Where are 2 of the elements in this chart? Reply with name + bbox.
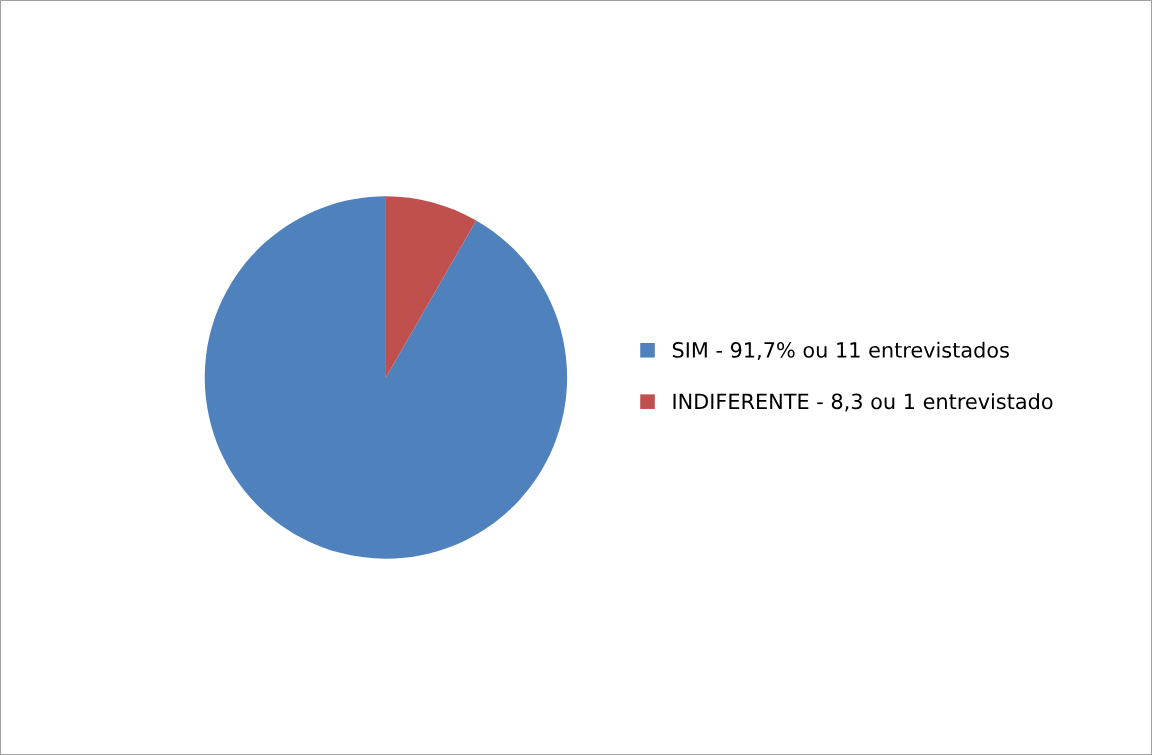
legend-label: SIM - 91,7% ou 11 entrevistados <box>672 341 1009 360</box>
legend-label: INDIFERENTE - 8,3 ou 1 entrevistado <box>673 393 1053 412</box>
